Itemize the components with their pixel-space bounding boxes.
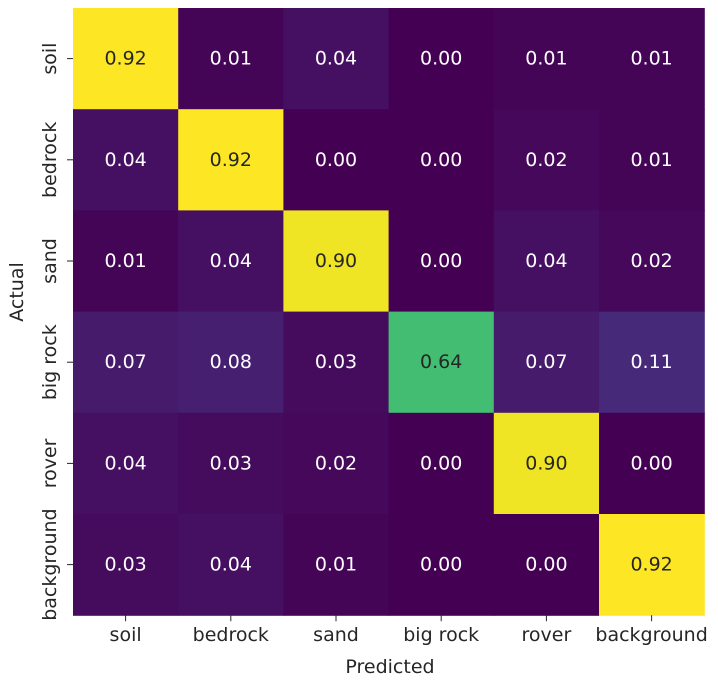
heatmap-cell [599, 210, 705, 313]
heatmap-cell [493, 514, 600, 616]
x-tick-label: big rock [403, 624, 479, 646]
heatmap-cells [73, 8, 705, 616]
heatmap-cell-value: 0.03 [210, 452, 252, 474]
heatmap-cell-value: 0.01 [630, 149, 672, 171]
heatmap-cell-value: 0.92 [630, 554, 672, 576]
heatmap-cell [73, 109, 179, 211]
heatmap-cell-value: 0.64 [420, 351, 462, 373]
heatmap-cell-value: 0.00 [420, 149, 462, 171]
heatmap-cell-value: 0.04 [104, 452, 146, 474]
y-tick-label: soil [39, 43, 61, 75]
y-tick-label: sand [39, 238, 61, 284]
heatmap-cell [178, 8, 284, 110]
y-tick-label: bedrock [39, 122, 61, 198]
heatmap-cell-value: 0.03 [104, 554, 146, 576]
heatmap-cell [599, 311, 705, 414]
heatmap-cell-value: 0.92 [210, 149, 252, 171]
heatmap-cell [73, 514, 179, 616]
heatmap-cell [178, 514, 284, 616]
heatmap-cell-value: 0.00 [630, 452, 672, 474]
heatmap-cell [388, 412, 495, 515]
heatmap-cell [493, 311, 600, 414]
heatmap-cell [178, 109, 284, 211]
x-tick-label: sand [313, 624, 359, 646]
heatmap-cell-value: 0.00 [420, 554, 462, 576]
heatmap-cell [493, 210, 600, 313]
heatmap-cell-value: 0.00 [315, 149, 357, 171]
x-axis-ticks: soil bedrock sand big rock rover background [110, 615, 708, 646]
heatmap-cell-value: 0.02 [315, 452, 357, 474]
heatmap-cell-value: 0.92 [104, 48, 146, 70]
heatmap-cell-value: 0.90 [525, 452, 567, 474]
heatmap-cell-value: 0.00 [525, 554, 567, 576]
heatmap-cell [178, 210, 284, 313]
heatmap-cell-value: 0.01 [104, 250, 146, 272]
y-axis-label: Actual [6, 262, 28, 322]
heatmap-cell [493, 109, 600, 211]
heatmap-cell [388, 311, 495, 414]
heatmap-cell [283, 514, 390, 616]
heatmap-cell [599, 109, 705, 211]
heatmap-cell [178, 311, 284, 414]
heatmap-cell-value: 0.02 [630, 250, 672, 272]
heatmap-cell-value: 0.00 [420, 48, 462, 70]
y-tick-label: background [39, 508, 61, 620]
x-axis-label: Predicted [345, 656, 434, 678]
heatmap-cell [388, 210, 495, 313]
heatmap-cell-value: 0.04 [210, 554, 252, 576]
heatmap-cell-value: 0.00 [420, 452, 462, 474]
heatmap-cell-value: 0.04 [525, 250, 567, 272]
heatmap-cell-value: 0.07 [525, 351, 567, 373]
y-tick-label: big rock [39, 324, 61, 400]
heatmap-cell-labels: 0.92 0.01 0.04 0.00 0.01 0.01 0.04 0.92 0.00 0.00… [104, 48, 672, 576]
x-tick-label: background [595, 624, 707, 646]
heatmap-cell-value: 0.04 [315, 48, 357, 70]
heatmap-cell-value: 0.03 [315, 351, 357, 373]
heatmap-cell [73, 412, 179, 515]
x-tick-label: soil [110, 624, 142, 646]
heatmap-cell-value: 0.02 [525, 149, 567, 171]
heatmap-cell-value: 0.08 [210, 351, 252, 373]
heatmap-cell [493, 8, 600, 110]
heatmap-cell-value: 0.01 [525, 48, 567, 70]
heatmap-cell [599, 412, 705, 515]
heatmap-cell [283, 412, 390, 515]
heatmap-cell-value: 0.11 [630, 351, 672, 373]
heatmap-cell-value: 0.90 [315, 250, 357, 272]
x-tick-label: rover [522, 624, 572, 646]
heatmap-cell [178, 412, 284, 515]
x-tick-label: bedrock [193, 624, 269, 646]
heatmap-cell [388, 8, 495, 110]
heatmap-cell [73, 311, 179, 414]
heatmap-cell [73, 210, 179, 313]
heatmap-cell [283, 210, 390, 313]
heatmap-cell-value: 0.04 [210, 250, 252, 272]
heatmap-cell [599, 8, 705, 110]
heatmap-cell [388, 514, 495, 616]
heatmap-cell [73, 8, 179, 110]
heatmap-cell-value: 0.07 [104, 351, 146, 373]
heatmap-cell-value: 0.01 [210, 48, 252, 70]
heatmap-cell-value: 0.01 [315, 554, 357, 576]
y-axis-ticks: soil bedrock sand big rock rover background [39, 43, 73, 621]
heatmap-cell-value: 0.01 [630, 48, 672, 70]
heatmap-cell [493, 412, 600, 515]
y-tick-label: rover [39, 438, 61, 488]
heatmap-cell [283, 8, 390, 110]
heatmap-cell [283, 311, 390, 414]
heatmap-cell [388, 109, 495, 211]
heatmap-cell-value: 0.00 [420, 250, 462, 272]
heatmap-cell [599, 514, 705, 616]
heatmap-cell-value: 0.04 [104, 149, 146, 171]
heatmap-cell [283, 109, 390, 211]
